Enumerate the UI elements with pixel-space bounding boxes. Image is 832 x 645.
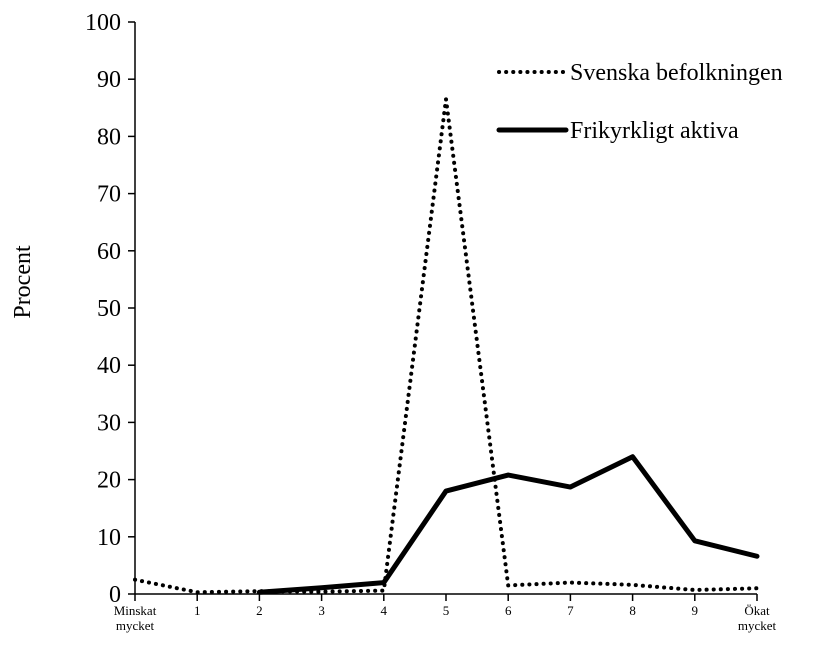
series-lines — [135, 99, 757, 592]
y-tick-label: 100 — [85, 10, 121, 36]
y-tick-label: 60 — [97, 239, 121, 265]
y-tick-label: 90 — [97, 67, 121, 93]
x-tick-label: 7 — [567, 603, 574, 618]
x-tick-label: 8 — [629, 603, 636, 618]
y-tick-label: 10 — [97, 525, 121, 551]
legend-label: Frikyrkligt aktiva — [570, 118, 739, 144]
y-tick-label: 70 — [97, 182, 121, 208]
x-tick-label: 1 — [194, 603, 201, 618]
y-tick-label: 30 — [97, 410, 121, 436]
y-tick-label: 20 — [97, 468, 121, 494]
series-line-1 — [135, 99, 757, 592]
y-tick-label: 40 — [97, 353, 121, 379]
x-tick-label: 5 — [443, 603, 450, 618]
x-tick-label: 4 — [381, 603, 388, 618]
x-tick-label: 3 — [318, 603, 325, 618]
x-tick-label: 2 — [256, 603, 263, 618]
y-tick-label: 50 — [97, 296, 121, 322]
y-axis-title: Procent — [10, 245, 36, 319]
x-tick-label: 9 — [692, 603, 699, 618]
y-tick-label: 80 — [97, 124, 121, 150]
legend-label: Svenska befolkningen — [570, 60, 783, 86]
x-tick-label: 6 — [505, 603, 512, 618]
legend: Svenska befolkningen Frikyrkligt aktiva — [499, 60, 783, 144]
